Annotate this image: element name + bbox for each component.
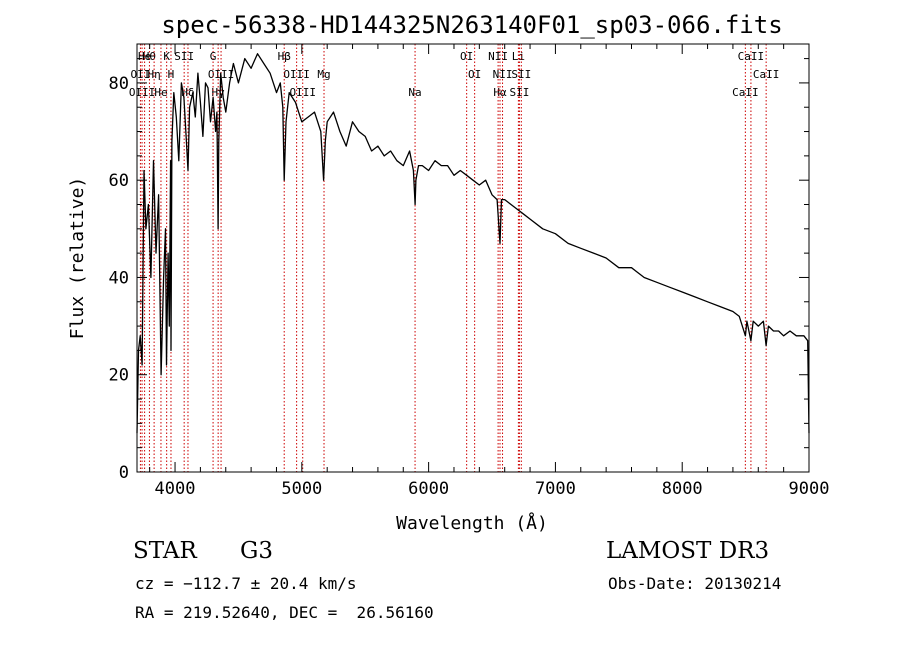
spectrum-chart: spec-56338-HD144325N263140F01_sp03-066.f…	[67, 11, 830, 534]
axis-tick-layer: 4000 5000 6000 7000 8000 9000 0 20 40 60 80	[109, 44, 830, 499]
line-marker-label: CaII	[732, 86, 759, 99]
coordinates-readout: RA = 219.52640, DEC = 26.56160	[135, 603, 434, 622]
line-marker-label: Na	[408, 86, 421, 99]
line-marker-label: OIII	[283, 68, 310, 81]
x-tick-label: 8000	[662, 479, 703, 499]
line-marker-label: OI	[460, 50, 473, 63]
y-tick-label: 20	[109, 366, 129, 386]
obs-date: Obs-Date: 20130214	[608, 574, 782, 593]
y-tick-label: 0	[119, 463, 129, 483]
plot-frame	[136, 43, 810, 473]
spectrum-line	[136, 53, 810, 434]
chart-title: spec-56338-HD144325N263140F01_sp03-066.f…	[161, 11, 782, 39]
line-marker-label: H	[168, 68, 175, 81]
line-marker-label: G	[210, 50, 217, 63]
survey-name: LAMOST DR3	[606, 538, 770, 564]
x-axis-label: Wavelength (Å)	[396, 512, 548, 534]
line-marker-label: Li	[512, 50, 525, 63]
line-marker-label: SII	[511, 68, 531, 81]
x-tick-label: 6000	[408, 479, 449, 499]
line-marker-label: Hα	[493, 86, 507, 99]
line-marker-label: SII	[174, 50, 194, 63]
line-marker-label: He	[154, 86, 167, 99]
line-marker-label: CaII	[753, 68, 780, 81]
line-marker-label: OI	[468, 68, 481, 81]
line-marker-label: SII	[509, 86, 529, 99]
y-axis-label: Flux (relative)	[67, 177, 88, 340]
redshift-readout: cz = −112.7 ± 20.4 km/s	[135, 574, 357, 593]
line-marker-label: Hη	[147, 68, 160, 81]
line-marker-label: OIII	[289, 86, 316, 99]
line-marker-label: OIII	[129, 86, 156, 99]
x-tick-label: 5000	[281, 479, 322, 499]
x-tick-label: 7000	[535, 479, 576, 499]
line-marker-layer: HθOIIOIIIHeHηHeKHHδSIIOIIIHγGOIIIOIIIHβM…	[129, 44, 780, 472]
line-marker-label: Hθ	[143, 50, 156, 63]
line-marker-label: Hβ	[278, 50, 292, 63]
x-tick-label: 9000	[789, 479, 830, 499]
line-marker-label: K	[163, 50, 170, 63]
object-class: STAR	[133, 538, 197, 564]
line-marker-label: NII	[488, 50, 508, 63]
y-tick-label: 60	[109, 171, 129, 191]
line-marker-label: Mg	[317, 68, 330, 81]
x-tick-label: 4000	[155, 479, 196, 499]
object-subclass: G3	[240, 538, 274, 564]
line-marker-label: NII	[493, 68, 513, 81]
line-marker-label: Hδ	[181, 86, 194, 99]
line-marker-label: CaII	[738, 50, 765, 63]
line-marker-label: OII	[130, 68, 150, 81]
y-tick-label: 40	[109, 268, 129, 288]
line-marker-label: He	[138, 50, 151, 63]
y-tick-label: 80	[109, 74, 129, 94]
